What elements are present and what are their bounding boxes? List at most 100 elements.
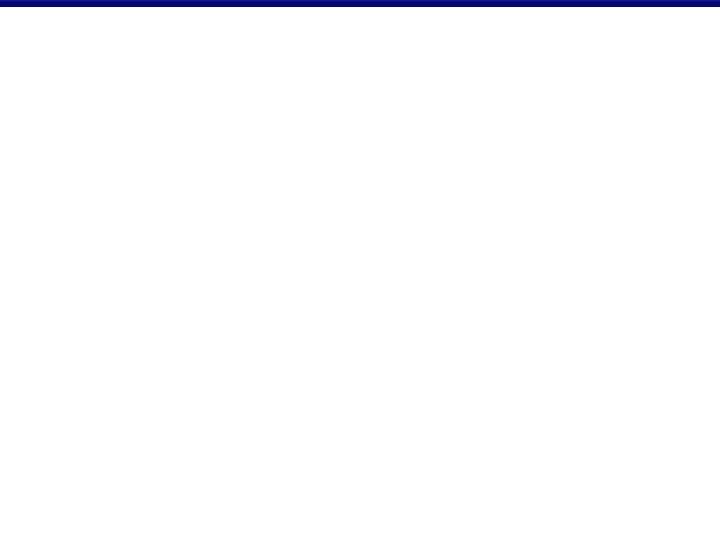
Text: Therapy: Therapy (97, 492, 183, 512)
Text: •: • (112, 157, 122, 174)
Bar (0, 1, 720, 4)
Bar (0, 2, 720, 4)
Bar (0, 1, 720, 4)
Bar (0, 2, 720, 4)
Bar (0, 2, 720, 4)
Bar (0, 1, 720, 3)
Bar (0, 2, 720, 5)
Bar (0, 1, 720, 3)
Bar (0, 1, 720, 4)
Text: Percussion note: dull: Percussion note: dull (140, 307, 313, 325)
Bar (0, 2, 720, 4)
Bar (0, 2, 720, 4)
Bar (0, 2, 720, 5)
Bar (0, 3, 720, 5)
Bar (0, 1, 720, 4)
Bar (0, 3, 720, 5)
Bar (0, 2, 720, 5)
Bar (0, 1, 720, 3)
Bar (0, 1, 720, 4)
Text: –: – (65, 492, 75, 512)
Bar (0, 1, 720, 3)
Bar (0, 3, 720, 5)
Bar (0, 0, 720, 3)
Bar (0, 2, 720, 4)
Bar (0, 1, 720, 3)
Bar (0, 2, 720, 5)
Bar (0, 2, 720, 5)
Bar (0, 2, 720, 5)
Bar (0, 2, 720, 5)
Bar (0, 2, 720, 5)
Bar (0, 2, 720, 4)
Bar (0, 1, 720, 4)
Bar (0, 2, 720, 5)
Bar (0, 2, 720, 5)
Bar (0, 2, 720, 4)
Bar (0, 1, 720, 4)
Text: Small fluid: blunting of costo-phrenic angle: Small fluid: blunting of costo-phrenic a… (140, 421, 498, 439)
Bar (0, 1, 720, 3)
Text: •: • (112, 307, 122, 325)
Bar (0, 1, 720, 4)
Bar (0, 3, 720, 5)
Bar (0, 1, 720, 4)
Bar (0, 1, 720, 3)
Bar (0, 1, 720, 4)
Bar (0, 1, 720, 3)
Bar (0, 0, 720, 3)
Bar (0, 3, 720, 5)
Bar (0, 3, 720, 5)
Bar (0, 2, 720, 5)
Bar (0, 0, 720, 3)
Bar (0, 1, 720, 3)
Bar (0, 2, 720, 5)
Bar (0, 3, 720, 5)
Bar (0, 1, 720, 3)
Bar (0, 1, 720, 4)
Bar (0, 1, 720, 4)
Text: –: – (65, 264, 75, 284)
Bar (0, 1, 720, 4)
Bar (0, 1, 720, 4)
Bar (0, 0, 720, 3)
Bar (0, 2, 720, 4)
Bar (0, 2, 720, 4)
Bar (0, 1, 720, 4)
Bar (0, 1, 720, 3)
Bar (0, 3, 720, 5)
Text: Chest pain: Chest pain (140, 157, 229, 174)
Text: –: – (65, 113, 75, 133)
Text: X-ray: X-ray (97, 378, 152, 398)
Bar (0, 2, 720, 4)
Text: Cough: Cough (140, 228, 194, 246)
Bar (0, 0, 720, 3)
Text: •: • (112, 192, 122, 210)
Bar (0, 1, 720, 4)
Bar (0, 1, 720, 3)
Bar (0, 0, 720, 3)
Bar (0, 1, 720, 3)
Bar (0, 2, 720, 4)
Bar (0, 1, 720, 4)
Bar (0, 1, 720, 4)
Bar (0, 3, 720, 5)
Bar (0, 1, 720, 3)
Bar (0, 2, 720, 5)
Bar (0, 1, 720, 3)
Text: –: – (65, 378, 75, 398)
Bar (0, 2, 720, 5)
Bar (0, 2, 720, 4)
Bar (0, 2, 720, 5)
Bar (0, 2, 720, 5)
Bar (0, 2, 720, 5)
Bar (0, 0, 720, 3)
Bar (0, 0, 720, 3)
Text: •: • (112, 536, 122, 540)
Bar (0, 1, 720, 3)
Bar (0, 1, 720, 3)
Bar (0, 1, 720, 4)
Text: 2. Pleural effusion:aetiology:multifactorial: 2. Pleural effusion:aetiology:multifacto… (54, 57, 548, 80)
Bar (0, 2, 720, 4)
Bar (0, 2, 720, 4)
